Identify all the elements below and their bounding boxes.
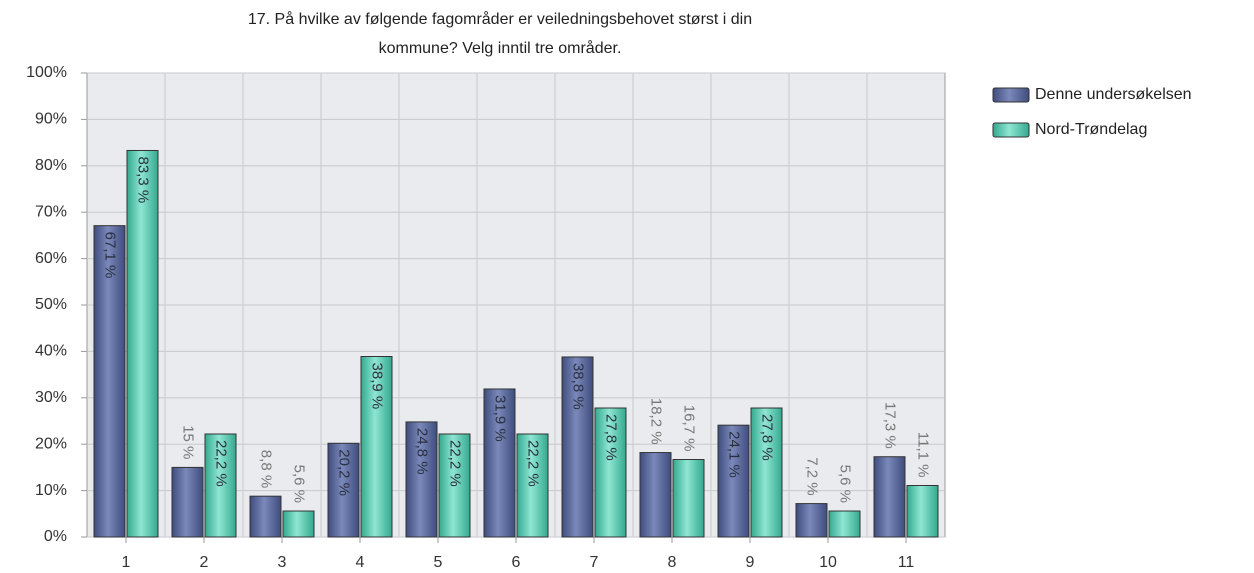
x-tick-label: 4 bbox=[356, 554, 365, 571]
data-label: 15 % bbox=[180, 425, 197, 459]
bar bbox=[717, 424, 750, 538]
data-label: 11,1 % bbox=[915, 432, 932, 478]
y-tick-label: 100% bbox=[26, 64, 67, 81]
x-tick-label: 11 bbox=[898, 554, 915, 571]
data-label: 18,2 % bbox=[648, 398, 665, 445]
bar bbox=[516, 433, 549, 538]
y-tick-label: 70% bbox=[35, 203, 67, 220]
y-tick-label: 40% bbox=[35, 343, 67, 360]
x-tick-label: 1 bbox=[122, 554, 131, 571]
bar bbox=[906, 484, 939, 538]
bar bbox=[327, 442, 360, 538]
chart-title: kommune? Velg inntil tre områder. bbox=[379, 39, 622, 57]
legend-swatch bbox=[992, 87, 1030, 103]
data-label: 22,2 % bbox=[447, 440, 464, 487]
data-label: 5,6 % bbox=[291, 465, 308, 503]
bar bbox=[750, 407, 783, 538]
data-label: 22,2 % bbox=[213, 440, 230, 487]
data-label: 38,8 % bbox=[570, 363, 587, 410]
data-label: 17,3 % bbox=[882, 402, 899, 449]
bar bbox=[405, 421, 438, 538]
bar bbox=[672, 459, 705, 538]
x-tick-label: 2 bbox=[200, 554, 209, 571]
data-label: 24,8 % bbox=[414, 428, 431, 475]
y-tick-label: 60% bbox=[35, 250, 67, 267]
data-label: 16,7 % bbox=[681, 405, 698, 452]
y-tick-label: 20% bbox=[35, 435, 67, 452]
data-label: 5,6 % bbox=[837, 465, 854, 503]
data-label: 67,1 % bbox=[102, 232, 119, 279]
bar bbox=[249, 495, 282, 538]
y-tick-label: 50% bbox=[35, 296, 67, 313]
bar bbox=[795, 503, 828, 538]
x-tick-label: 8 bbox=[668, 554, 677, 571]
bar bbox=[282, 510, 315, 538]
data-label: 7,2 % bbox=[804, 457, 821, 495]
x-tick-label: 9 bbox=[746, 554, 755, 571]
bar bbox=[873, 456, 906, 538]
bar bbox=[93, 225, 126, 538]
x-tick-label: 5 bbox=[434, 554, 443, 571]
data-label: 38,9 % bbox=[369, 363, 386, 410]
bar bbox=[438, 433, 471, 538]
y-tick-label: 80% bbox=[35, 157, 67, 174]
bar bbox=[594, 407, 627, 538]
legend-label: Denne undersøkelsen bbox=[1035, 86, 1192, 103]
y-tick-label: 0% bbox=[44, 528, 67, 545]
bar bbox=[561, 356, 594, 538]
bar bbox=[360, 356, 393, 538]
data-label: 31,9 % bbox=[492, 395, 509, 442]
y-tick-label: 10% bbox=[35, 482, 67, 499]
bar bbox=[828, 510, 861, 538]
bar bbox=[639, 452, 672, 538]
y-tick-label: 30% bbox=[35, 389, 67, 406]
data-label: 20,2 % bbox=[336, 449, 353, 496]
x-tick-label: 10 bbox=[819, 554, 837, 571]
data-label: 27,8 % bbox=[759, 414, 776, 461]
data-label: 83,3 % bbox=[135, 156, 152, 203]
chart-title: 17. På hvilke av følgende fagområder er … bbox=[248, 10, 752, 28]
data-label: 8,8 % bbox=[258, 450, 275, 488]
bar bbox=[126, 149, 159, 538]
data-label: 27,8 % bbox=[603, 414, 620, 461]
x-tick-label: 6 bbox=[512, 554, 521, 571]
legend-label: Nord-Trøndelag bbox=[1035, 121, 1147, 138]
bar bbox=[204, 433, 237, 538]
x-tick-label: 7 bbox=[590, 554, 599, 571]
data-label: 22,2 % bbox=[525, 440, 542, 487]
bar bbox=[171, 466, 204, 538]
legend-swatch bbox=[992, 122, 1030, 138]
x-tick-label: 3 bbox=[278, 554, 287, 571]
y-tick-label: 90% bbox=[35, 111, 67, 128]
bar bbox=[483, 388, 516, 538]
data-label: 24,1 % bbox=[726, 431, 743, 478]
